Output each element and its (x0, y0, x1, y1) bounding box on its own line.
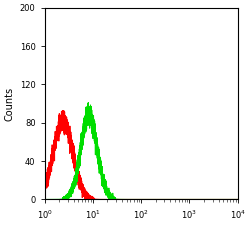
Y-axis label: Counts: Counts (4, 86, 14, 121)
